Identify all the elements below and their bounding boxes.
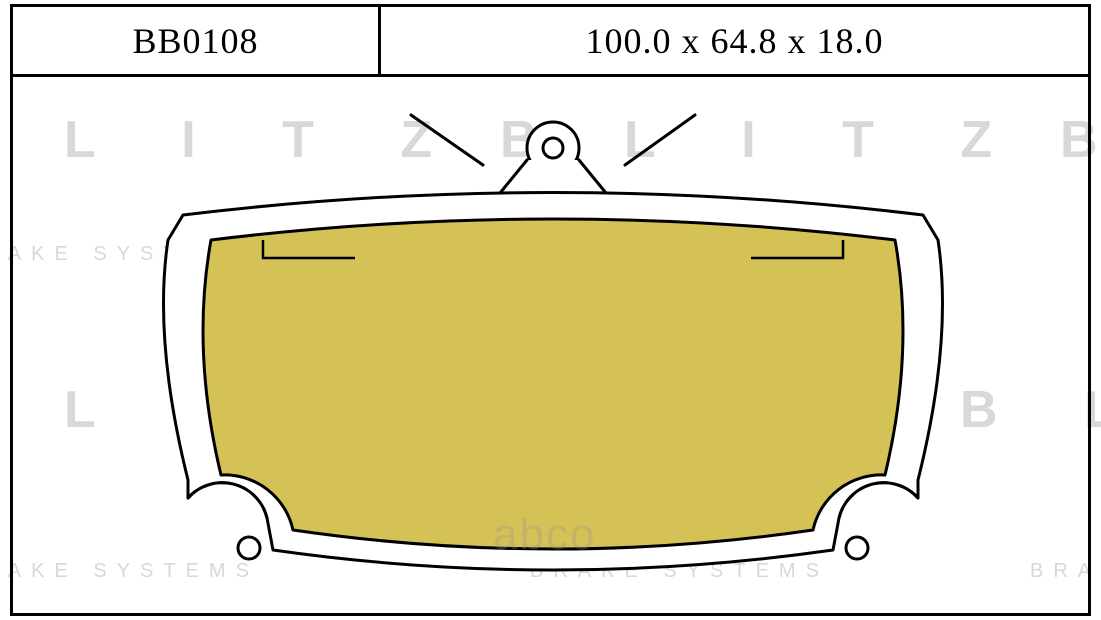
drawing-frame: BB0108 100.0 x 64.8 x 18.0 [10,4,1091,616]
dimensions-text: 100.0 x 64.8 x 18.0 [586,20,884,62]
header-row: BB0108 100.0 x 64.8 x 18.0 [13,7,1088,77]
part-number-cell: BB0108 [13,7,381,74]
diagram-area: abco [13,80,1088,619]
dimensions-cell: 100.0 x 64.8 x 18.0 [381,7,1088,74]
part-number: BB0108 [132,20,258,62]
watermark-abco: abco [493,510,596,560]
